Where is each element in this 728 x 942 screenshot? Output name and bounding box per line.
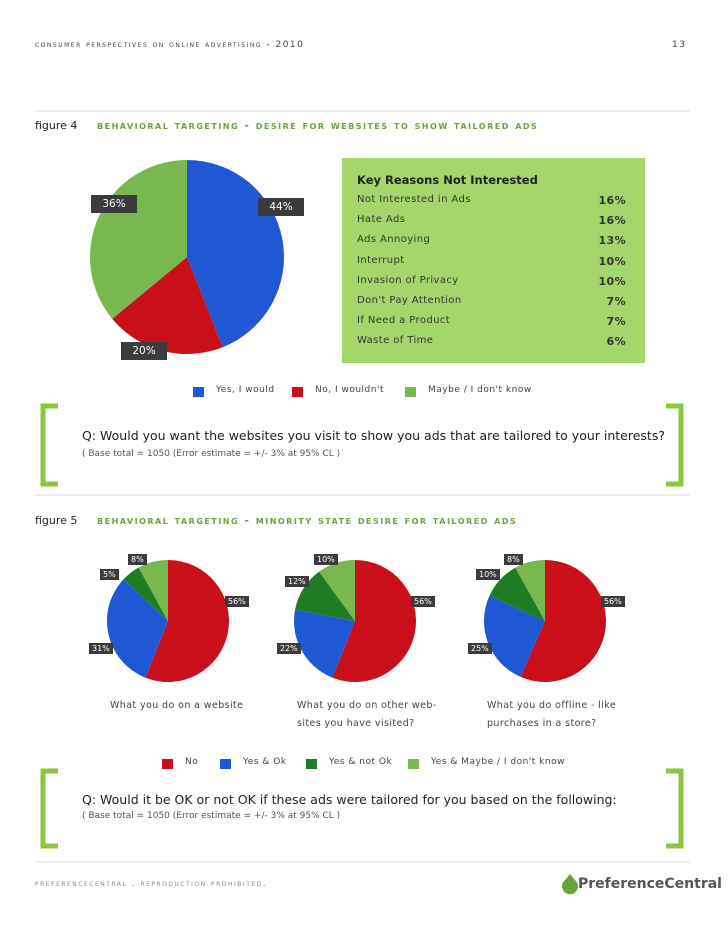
pie-caption: What you do on other web-: [297, 700, 437, 711]
pie-caption: sites you have visited?: [297, 718, 415, 729]
reason-value: 7%: [606, 295, 626, 308]
legend-label: Yes & not Ok: [329, 757, 393, 767]
legend-label: No: [185, 757, 199, 767]
value-label: 8%: [504, 554, 523, 565]
reason-label: Ads Annoying: [357, 234, 431, 246]
reason-value: 13%: [598, 234, 626, 248]
brand-icon: [562, 874, 578, 895]
figure-title: behavioral targeting - desire for websit…: [97, 119, 539, 132]
reason-label: Waste of Time: [357, 335, 434, 347]
pie-caption: What you do offline - like: [487, 700, 617, 711]
bracket: [40, 403, 58, 487]
value-label: 10%: [314, 554, 338, 565]
reason-value: 10%: [598, 254, 626, 268]
legend-swatch: [162, 759, 173, 769]
pie-slice: [145, 560, 230, 683]
pie-caption: purchases in a store?: [487, 718, 597, 729]
reason-value: 6%: [606, 335, 626, 349]
legend-label: No, I wouldn't: [315, 385, 384, 395]
legend-swatch: [306, 759, 317, 769]
legend-swatch: [220, 759, 231, 769]
pie-caption: What you do on a website: [110, 700, 244, 711]
legend-label: Yes & Maybe / I don't know: [431, 757, 565, 767]
pie-slice: [294, 609, 355, 678]
pie-slice: [138, 560, 168, 621]
value-label: 56%: [225, 596, 249, 607]
legend-swatch: [292, 387, 303, 397]
legend-swatch: [193, 387, 204, 397]
reason-label: Invasion of Privacy: [357, 274, 459, 286]
value-label: 56%: [601, 596, 625, 607]
pie-slice: [515, 560, 545, 621]
pie-slice: [489, 567, 545, 621]
value-label: 10%: [476, 569, 500, 580]
reason-label: Hate Ads: [357, 214, 406, 226]
figure-title: behavioral targeting - minority state de…: [97, 514, 518, 527]
pie-slice: [123, 567, 168, 621]
base-note: ( Base total = 1050 (Error estimate = +/…: [82, 811, 341, 821]
base-note: ( Base total = 1050 (Error estimate = +/…: [82, 449, 341, 459]
brand: PreferenceCentral: [578, 876, 722, 892]
reason-label: Not Interested in Ads: [357, 194, 471, 205]
bracket: [40, 768, 58, 849]
header-title: consumer perspectives on online advertis…: [35, 40, 305, 50]
reason-label: If Need a Product: [357, 315, 451, 327]
value-label: 22%: [277, 643, 301, 654]
value-label: 36%: [91, 195, 137, 213]
footer-note: preferencecentral . reproduction prohibi…: [35, 879, 268, 889]
pie-slice: [107, 579, 168, 678]
legend-swatch: [408, 759, 419, 769]
pie-slice: [332, 560, 417, 683]
value-label: 31%: [89, 643, 113, 654]
reason-label: Interrupt: [357, 254, 405, 266]
pie-slice: [520, 559, 606, 682]
reasons-box: [342, 158, 645, 363]
value-label: 12%: [285, 576, 309, 587]
value-label: 5%: [100, 569, 119, 580]
legend-label: Maybe / I don't know: [428, 385, 532, 395]
pie-slice: [319, 560, 355, 621]
reason-value: 10%: [598, 274, 626, 288]
page-number: 13: [672, 40, 687, 50]
box-title: Key Reasons Not Interested: [357, 173, 538, 187]
legend-swatch: [405, 387, 416, 397]
reason-value: 16%: [598, 194, 626, 207]
bracket: [666, 768, 684, 849]
reason-value: 7%: [606, 315, 626, 329]
value-label: 44%: [258, 198, 304, 216]
figure-label: figure 4: [35, 119, 78, 132]
question: Q: Would it be OK or not OK if these ads…: [82, 792, 617, 807]
pie-slice: [483, 595, 545, 677]
pie-slice: [112, 257, 223, 354]
value-label: 8%: [128, 554, 147, 565]
reason-label: Don't Pay Attention: [357, 295, 462, 306]
bracket: [666, 403, 684, 487]
question: Q: Would you want the websites you visit…: [82, 428, 665, 443]
value-label: 25%: [468, 643, 492, 654]
legend-label: Yes, I would: [216, 385, 275, 395]
reason-value: 16%: [598, 214, 626, 228]
pie-slice: [295, 571, 355, 621]
legend-label: Yes & Ok: [243, 757, 287, 767]
value-label: 20%: [121, 342, 167, 360]
figure-label: figure 5: [35, 514, 78, 527]
value-label: 56%: [411, 596, 435, 607]
